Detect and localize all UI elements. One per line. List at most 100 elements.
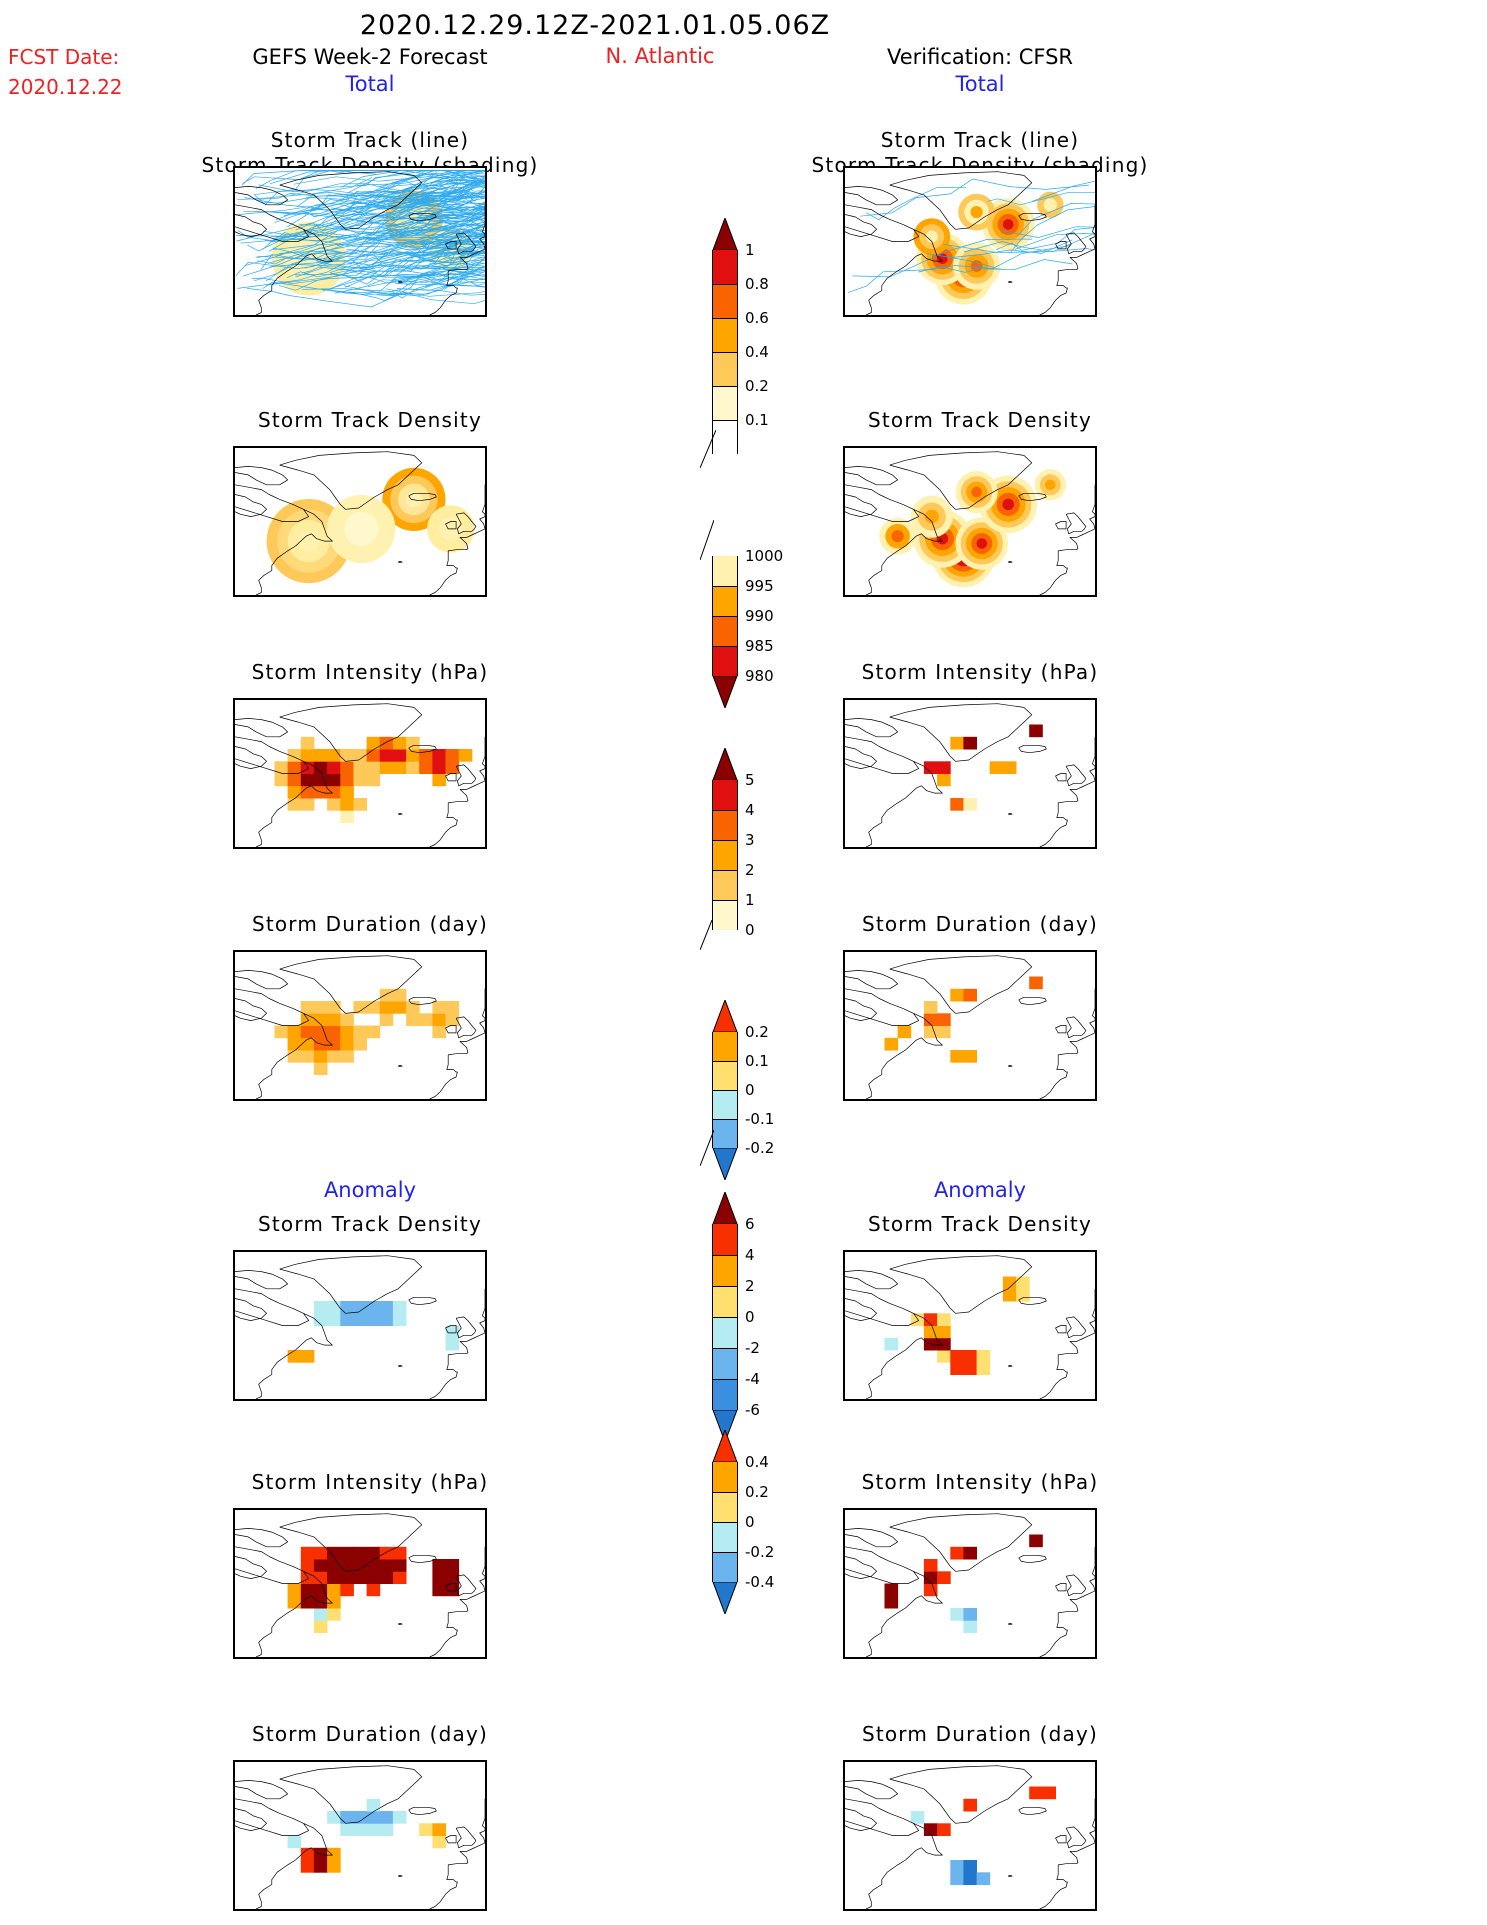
y-axis-tick-50N: 50N (235, 787, 236, 789)
shading-layer (884, 976, 1043, 1063)
y-axis-tick-30N: 30N (845, 836, 846, 838)
y-axis-tick-50N: 50N (845, 1597, 846, 1599)
colorbar-tick-label: 990 (745, 607, 774, 625)
y-axis-tick-70N: 70N (845, 738, 846, 740)
y-axis-tick-80N: 80N (235, 1524, 236, 1526)
colorbar-segment-1 (712, 284, 738, 318)
coastline-layer (235, 703, 485, 847)
colorbar-segment-0 (712, 1032, 738, 1061)
coastline-layer (235, 1255, 485, 1399)
shading-layer (884, 1276, 1030, 1375)
x-axis-tick-60W: 60W (910, 1399, 942, 1401)
map-canvas (845, 451, 1095, 595)
colorbar-segment-3 (712, 1317, 738, 1348)
x-axis-tick-40W: 40W (963, 847, 995, 849)
y-axis-tick-80N: 80N (845, 966, 846, 968)
colorbar-tick-label: 3 (745, 831, 755, 849)
colorbar-tick-label: 0.6 (745, 309, 769, 327)
x-axis-tick-40W: 40W (353, 315, 385, 317)
y-axis-tick-40N: 40N (235, 280, 236, 282)
x-axis-tick-20W: 20W (1015, 847, 1047, 849)
left-section-total-label: Total (345, 72, 395, 96)
map-canvas (235, 170, 485, 315)
map-verification-storm-intensity-anomaly: 80N 70N 60N 50N 40N 30N 80W 60W 40W 20W 0 (843, 1508, 1097, 1659)
colorbar-tick-label: 1 (745, 891, 755, 909)
x-axis-tick-60W: 60W (300, 595, 332, 597)
anomaly-header-left: Anomaly (323, 1178, 417, 1202)
colorbar-bottom-extend-arrow (712, 1410, 738, 1442)
colorbar-top-extend-arrow (712, 1000, 738, 1032)
y-axis-tick-80N: 80N (235, 1266, 236, 1268)
x-axis-tick-0: 0 (1079, 315, 1088, 317)
y-axis-tick-60N: 60N (235, 1015, 236, 1017)
y-axis-tick-80N: 80N (235, 182, 236, 184)
left-model-title: GEFS Week-2 Forecast (252, 45, 488, 69)
x-axis-tick-20W: 20W (405, 595, 437, 597)
panel-title-line1: Storm Track (line) (880, 128, 1080, 152)
y-axis-tick-60N: 60N (845, 1015, 846, 1017)
colorbar-tick-label: 5 (745, 771, 755, 789)
y-axis-tick-40N: 40N (845, 1874, 846, 1876)
y-axis-tick-60N: 60N (235, 1825, 236, 1827)
x-axis-tick-80W: 80W (857, 1909, 889, 1911)
page-title: 2020.12.29.12Z-2021.01.05.06Z (359, 10, 831, 41)
x-axis-tick-40W: 40W (963, 315, 995, 317)
colorbar-storm-duration-anomaly: 0.4 0.2 0 -0.2 -0.4 (712, 1430, 774, 1614)
x-axis-tick-40W: 40W (963, 595, 995, 597)
colorbar-segment-1 (712, 1492, 738, 1522)
panel-title-duration-right: Storm Duration (day) (861, 912, 1099, 936)
y-axis-tick-30N: 30N (235, 836, 236, 838)
colorbar-segments (712, 780, 738, 930)
y-axis-tick-70N: 70N (845, 206, 846, 208)
y-axis-tick-50N: 50N (845, 1339, 846, 1341)
coastline-layer (845, 1513, 1095, 1657)
y-axis-tick-40N: 40N (845, 1622, 846, 1624)
x-axis-tick-0: 0 (469, 1099, 478, 1101)
x-axis-tick-60W: 60W (910, 847, 942, 849)
x-axis-tick-80W: 80W (857, 595, 889, 597)
colorbar-segment-1 (712, 810, 738, 840)
x-axis-tick-0: 0 (1079, 1657, 1088, 1659)
colorbar-segment-2 (712, 318, 738, 352)
map-forecast-storm-intensity: 80N 70N 60N 50N 40N 30N 80W 60W 40W 20W 0 (233, 698, 487, 849)
shading-layer (910, 1786, 1056, 1885)
map-canvas (845, 171, 1095, 315)
y-axis-tick-40N: 40N (845, 280, 846, 282)
x-axis-tick-20W: 20W (405, 847, 437, 849)
colorbar-tick-label: 985 (745, 637, 774, 655)
y-axis-tick-30N: 30N (235, 1646, 236, 1648)
y-axis-tick-50N: 50N (845, 255, 846, 257)
y-axis-tick-40N: 40N (235, 1364, 236, 1366)
colorbar-segment-0 (712, 780, 738, 810)
x-axis-tick-20W: 20W (1015, 315, 1047, 317)
x-axis-tick-40W: 40W (353, 1399, 385, 1401)
coastline-layer (845, 1765, 1095, 1909)
x-axis-tick-20W: 20W (1015, 1099, 1047, 1101)
x-axis-tick-60W: 60W (910, 595, 942, 597)
y-axis-tick-30N: 30N (845, 1088, 846, 1090)
shading-layer (235, 170, 485, 308)
map-canvas (235, 1513, 485, 1657)
colorbar-tick-label: -6 (745, 1401, 760, 1419)
colorbar-tick-label: 995 (745, 577, 774, 595)
y-axis-tick-60N: 60N (235, 1573, 236, 1575)
colorbar-top-extend-arrow (712, 1430, 738, 1462)
colorbar-segment-3 (712, 1552, 738, 1582)
x-axis-tick-80W: 80W (857, 1657, 889, 1659)
coastline-layer (845, 171, 1095, 315)
x-axis-tick-80W: 80W (247, 595, 279, 597)
x-axis-tick-0: 0 (469, 847, 478, 849)
x-axis-tick-0: 0 (1079, 847, 1088, 849)
colorbar-segment-4 (712, 386, 738, 420)
x-axis-tick-60W: 60W (300, 1399, 332, 1401)
colorbar-segment-2 (712, 1286, 738, 1317)
y-axis-tick-50N: 50N (235, 535, 236, 537)
y-axis-tick-40N: 40N (845, 1364, 846, 1366)
coastline-layer (845, 451, 1095, 595)
y-axis-tick-60N: 60N (845, 511, 846, 513)
y-axis-tick-40N: 40N (845, 1064, 846, 1066)
shading-layer (266, 467, 475, 584)
map-verification-storm-duration: 80N 70N 60N 50N 40N 30N 80W 60W 40W 20W 0 (843, 950, 1097, 1101)
coastline-layer (235, 1765, 485, 1909)
x-axis-tick-20W: 20W (405, 315, 437, 317)
